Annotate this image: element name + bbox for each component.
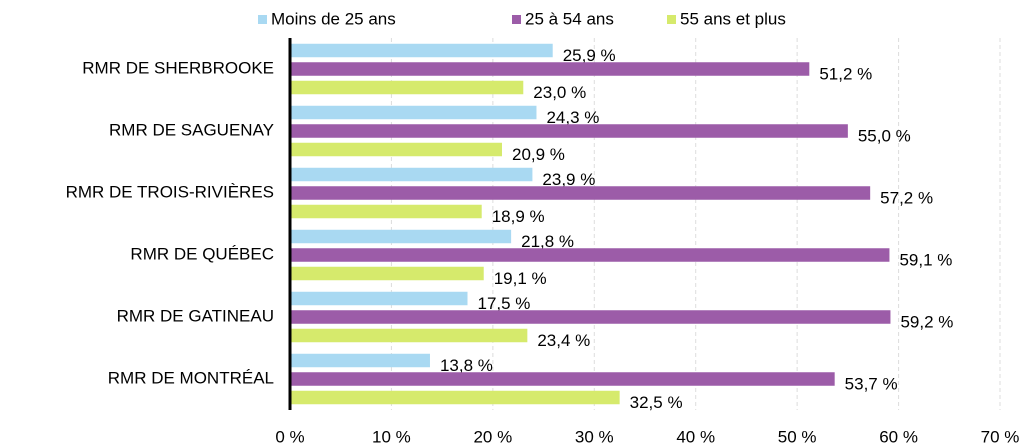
- value-label: 17,5 %: [478, 294, 531, 313]
- value-label: 51,2 %: [819, 64, 872, 83]
- y-tick-label: RMR DE SHERBROOKE: [82, 58, 274, 77]
- legend-swatch: [667, 15, 676, 24]
- y-tick-label: RMR DE QUÉBEC: [130, 244, 274, 263]
- x-tick-label: 0 %: [275, 427, 304, 445]
- value-label: 57,2 %: [880, 188, 933, 207]
- value-label: 59,2 %: [900, 312, 953, 331]
- bar: [290, 62, 810, 76]
- bar: [290, 390, 620, 405]
- x-tick-label: 70 %: [981, 427, 1020, 445]
- value-label: 23,0 %: [533, 83, 586, 102]
- y-tick-label: RMR DE SAGUENAY: [109, 120, 274, 139]
- value-label: 20,9 %: [512, 145, 565, 164]
- bar: [290, 204, 482, 219]
- bar: [290, 372, 835, 386]
- x-tick-label: 60 %: [879, 427, 918, 445]
- bar: [290, 353, 430, 368]
- value-label: 59,1 %: [899, 250, 952, 269]
- value-label: 32,5 %: [630, 393, 683, 412]
- bar: [290, 229, 512, 244]
- value-label: 13,8 %: [440, 356, 493, 375]
- value-label: 23,4 %: [537, 331, 590, 350]
- y-tick-label: RMR DE GATINEAU: [117, 306, 274, 325]
- bar: [290, 43, 553, 58]
- bar: [290, 328, 528, 343]
- value-label: 23,9 %: [542, 170, 595, 189]
- value-label: 53,7 %: [845, 374, 898, 393]
- x-tick-label: 50 %: [778, 427, 817, 445]
- legend-label: 55 ans et plus: [680, 9, 786, 28]
- x-tick-label: 30 %: [575, 427, 614, 445]
- value-label: 55,0 %: [858, 126, 911, 145]
- bar: [290, 124, 848, 138]
- value-label: 18,9 %: [492, 207, 545, 226]
- y-tick-label: RMR DE MONTRÉAL: [108, 368, 274, 387]
- legend-swatch: [258, 15, 267, 24]
- legend-swatch: [512, 15, 521, 24]
- y-tick-label: RMR DE TROIS-RIVIÈRES: [66, 182, 274, 201]
- bar: [290, 266, 484, 281]
- value-label: 19,1 %: [494, 269, 547, 288]
- bar: [290, 167, 533, 182]
- bar: [290, 186, 871, 200]
- legend-label: Moins de 25 ans: [271, 9, 396, 28]
- bar: [290, 310, 891, 324]
- bar: [290, 80, 524, 95]
- x-tick-label: 10 %: [372, 427, 411, 445]
- bar: [290, 142, 502, 157]
- bar: [290, 105, 537, 120]
- value-label: 21,8 %: [521, 232, 574, 251]
- value-label: 25,9 %: [563, 46, 616, 65]
- value-label: 24,3 %: [546, 108, 599, 127]
- bar: [290, 291, 468, 306]
- x-tick-label: 20 %: [473, 427, 512, 445]
- x-tick-label: 40 %: [676, 427, 715, 445]
- bar: [290, 248, 890, 262]
- legend-label: 25 à 54 ans: [525, 9, 614, 28]
